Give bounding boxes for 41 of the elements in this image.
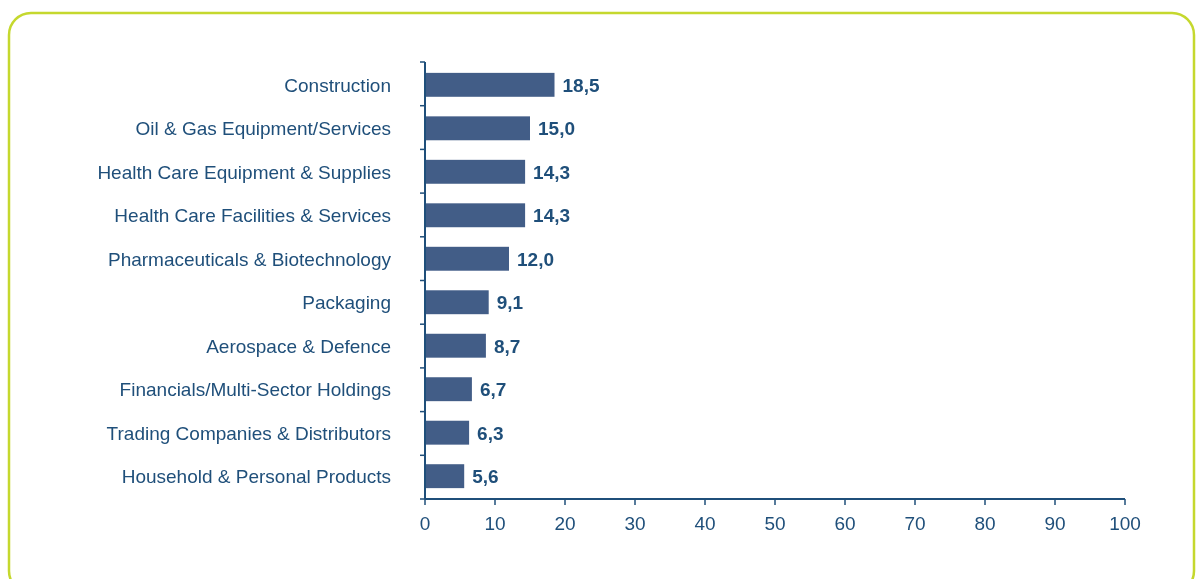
bar — [425, 116, 530, 141]
y-tick-label: Pharmaceuticals & Biotechnology — [107, 248, 392, 270]
bar — [425, 159, 526, 184]
y-tick-label: Health Care Facilities & Services — [114, 205, 391, 227]
data-label: 15,0 — [538, 118, 575, 140]
x-tick-label: 20 — [554, 513, 576, 534]
data-label: 6,3 — [477, 422, 504, 444]
bar — [425, 72, 555, 97]
y-tick-label: Construction — [284, 74, 391, 96]
x-tick-label: 10 — [484, 513, 506, 534]
y-tick-label: Health Care Equipment & Supplies — [97, 161, 391, 183]
y-tick-label: Packaging — [302, 292, 391, 314]
x-tick-label: 80 — [974, 513, 996, 534]
bar — [425, 246, 509, 271]
bar — [425, 203, 526, 228]
x-tick-label: 70 — [904, 513, 926, 534]
bar — [425, 420, 470, 445]
data-label: 9,1 — [496, 292, 524, 314]
x-tick-label: 50 — [764, 513, 786, 534]
x-tick-label: 90 — [1044, 513, 1066, 534]
x-tick-label: 40 — [694, 513, 716, 534]
y-tick-label: Household & Personal Products — [121, 466, 391, 488]
x-tick-label: 100 — [1109, 513, 1141, 534]
data-label: 8,7 — [493, 335, 521, 357]
x-tick-label: 60 — [834, 513, 856, 534]
bar — [425, 464, 465, 489]
x-tick-label: 30 — [624, 513, 646, 534]
y-tick-label: Oil & Gas Equipment/Services — [135, 118, 391, 140]
y-tick-label: Financials/Multi-Sector Holdings — [119, 379, 391, 401]
data-label: 18,5 — [562, 74, 600, 96]
data-label: 12,0 — [517, 248, 554, 270]
y-tick-label: Aerospace & Defence — [206, 335, 391, 357]
bar — [425, 290, 489, 315]
data-label: 5,6 — [472, 466, 499, 488]
data-label: 14,3 — [533, 205, 571, 227]
data-label: 6,7 — [479, 379, 507, 401]
x-tick-label: 0 — [419, 513, 431, 534]
y-tick-label: Trading Companies & Distributors — [106, 422, 391, 444]
bar — [425, 333, 486, 358]
bar — [425, 377, 472, 402]
data-label: 14,3 — [533, 161, 571, 183]
